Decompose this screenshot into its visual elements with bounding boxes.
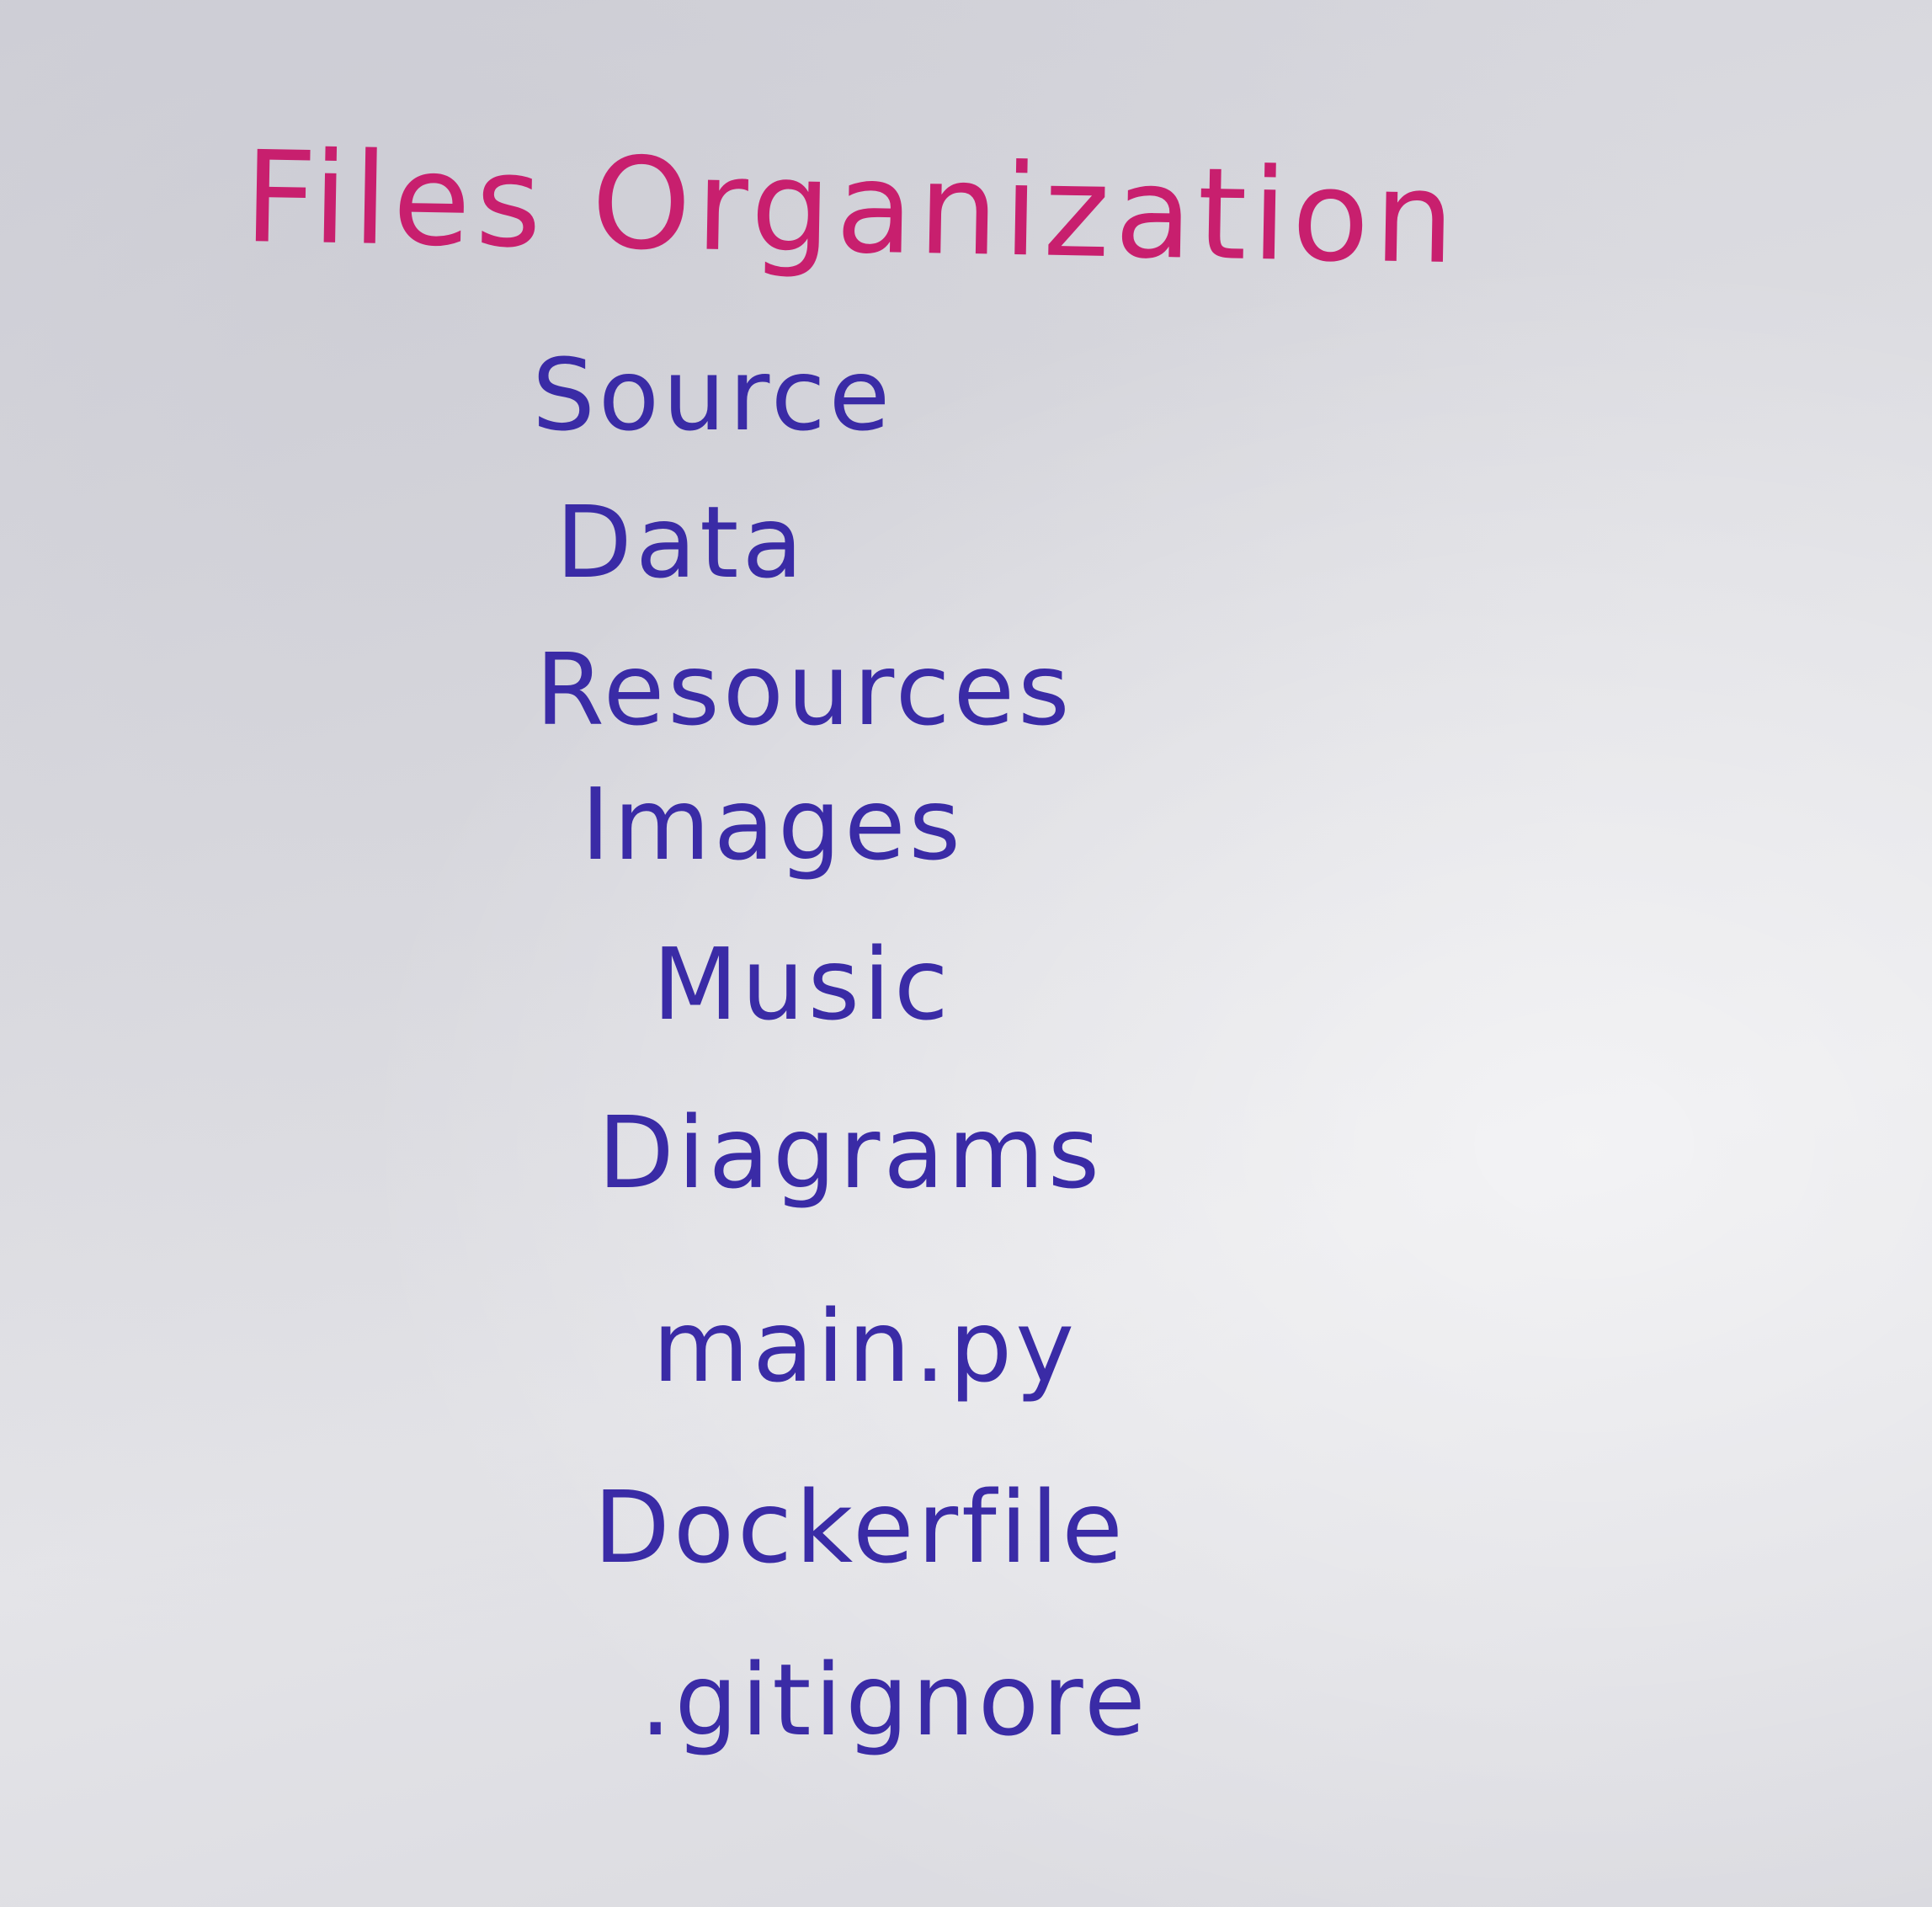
list-item-gitignore: .gitignore	[640, 1642, 1149, 1758]
list-item-data: Data	[556, 484, 806, 600]
list-item-images: Images	[581, 766, 965, 882]
list-item-dockerfile: Dockerfile	[593, 1469, 1126, 1585]
list-item-diagrams: Diagrams	[598, 1095, 1104, 1211]
list-item-music: Music	[652, 926, 952, 1042]
list-item-resources: Resources	[535, 631, 1073, 748]
note-title: Files Organization	[242, 125, 1461, 293]
list-item-source: Source	[532, 337, 894, 453]
list-item-main-py: main.py	[652, 1288, 1078, 1404]
